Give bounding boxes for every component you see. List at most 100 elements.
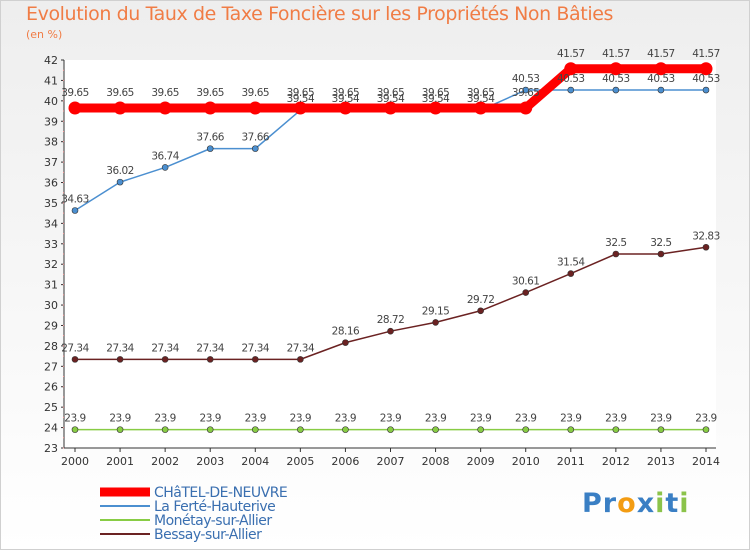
data-label: 23.9: [380, 413, 401, 425]
series-point: [161, 356, 169, 363]
y-tick-label: 23: [44, 442, 58, 455]
x-tick-label: 2006: [331, 455, 359, 468]
y-tick-label: 26: [44, 381, 58, 394]
y-tick-label: 34: [44, 217, 58, 230]
y-tick-label: 27: [44, 360, 58, 373]
series-point: [432, 426, 439, 433]
data-label: 40.53: [512, 73, 540, 85]
data-label: 23.9: [200, 413, 221, 425]
y-tick-label: 31: [44, 279, 58, 292]
logo-letter: P: [582, 488, 603, 519]
series-point: [609, 62, 623, 76]
data-label: 23.9: [515, 413, 536, 425]
data-label: 39.54: [377, 93, 405, 105]
data-label: 32.5: [650, 237, 671, 249]
series-point: [474, 101, 488, 115]
series-point: [71, 356, 79, 363]
x-tick-label: 2010: [512, 455, 540, 468]
y-tick-label: 39: [44, 115, 58, 128]
logo-letter: i: [655, 488, 666, 519]
data-label: 39.65: [512, 87, 540, 99]
data-label: 39.65: [106, 87, 134, 99]
series-point: [161, 164, 169, 171]
y-tick-label: 28: [44, 340, 58, 353]
series-point: [206, 426, 214, 433]
data-label: 39.54: [332, 93, 360, 105]
data-label: 23.9: [695, 413, 716, 425]
x-tick-label: 2014: [692, 455, 720, 468]
data-label: 39.65: [196, 87, 224, 99]
data-label: 39.65: [332, 87, 360, 99]
y-tick-label: 32: [44, 258, 58, 271]
y-tick-label: 35: [44, 197, 58, 210]
y-tick-label: 36: [44, 177, 58, 190]
data-label: 39.65: [467, 87, 495, 99]
data-label: 31.54: [557, 257, 585, 269]
series-point: [567, 86, 575, 94]
series-point: [71, 207, 79, 214]
data-label: 23.9: [560, 413, 581, 425]
data-label: 37.66: [242, 132, 270, 144]
x-tick-label: 2005: [286, 455, 314, 468]
data-label: 27.34: [106, 342, 134, 354]
series-point: [68, 101, 82, 115]
legend-label: CHâTEL-DE-NEUVRE: [154, 485, 287, 501]
series-point: [657, 250, 665, 258]
data-label: 40.53: [647, 73, 675, 85]
x-tick-label: 2001: [106, 455, 134, 468]
data-label: 39.54: [467, 93, 495, 105]
series-point: [297, 426, 304, 433]
data-label: 23.9: [64, 413, 85, 425]
series-point: [113, 101, 127, 115]
y-tick-label: 24: [44, 422, 58, 435]
series-point: [702, 86, 710, 94]
series-point: [564, 62, 578, 76]
data-label: 32.83: [692, 230, 720, 242]
logo-letter: x: [636, 488, 656, 519]
data-label: 27.34: [61, 342, 89, 354]
series-point: [116, 178, 124, 186]
series-point: [116, 356, 124, 363]
plot-area: [64, 60, 716, 448]
series-point: [206, 145, 214, 152]
series-point: [612, 250, 620, 258]
series-point: [206, 356, 214, 363]
y-tick-label: 38: [44, 136, 58, 149]
data-label: 37.66: [196, 132, 224, 144]
data-label: 23.9: [650, 413, 671, 425]
series-point: [251, 356, 259, 363]
y-tick-label: 37: [44, 156, 58, 169]
data-label: 23.9: [290, 413, 311, 425]
data-label: 23.9: [109, 413, 130, 425]
data-label: 39.54: [422, 93, 450, 105]
data-label: 36.74: [151, 150, 179, 162]
series-point: [477, 307, 484, 315]
data-label: 40.53: [692, 73, 720, 85]
data-label: 41.57: [557, 48, 585, 60]
series-point: [248, 101, 262, 115]
legend-label: Monétay-sur-Allier: [154, 513, 272, 529]
data-label: 23.9: [335, 413, 356, 425]
series-point: [519, 101, 533, 115]
data-label: 27.34: [287, 342, 315, 354]
y-tick-label: 25: [44, 401, 58, 414]
data-label: 39.65: [422, 87, 450, 99]
data-label: 39.65: [377, 87, 405, 99]
y-tick-label: 30: [44, 299, 58, 312]
logo-letter: t: [665, 488, 680, 519]
data-label: 39.54: [287, 93, 315, 105]
series-point: [522, 426, 530, 433]
series-point: [158, 101, 172, 115]
series-point: [429, 101, 443, 115]
series-point: [203, 101, 217, 115]
y-axis-unit: (en %): [26, 28, 63, 41]
y-tick-label: 40: [44, 95, 58, 108]
data-label: 36.02: [106, 165, 134, 177]
data-label: 29.72: [467, 294, 495, 306]
data-label: 23.9: [245, 413, 266, 425]
data-label: 27.34: [242, 342, 270, 354]
data-label: 34.63: [61, 194, 89, 206]
data-label: 27.34: [196, 342, 224, 354]
data-label: 28.16: [332, 326, 360, 338]
